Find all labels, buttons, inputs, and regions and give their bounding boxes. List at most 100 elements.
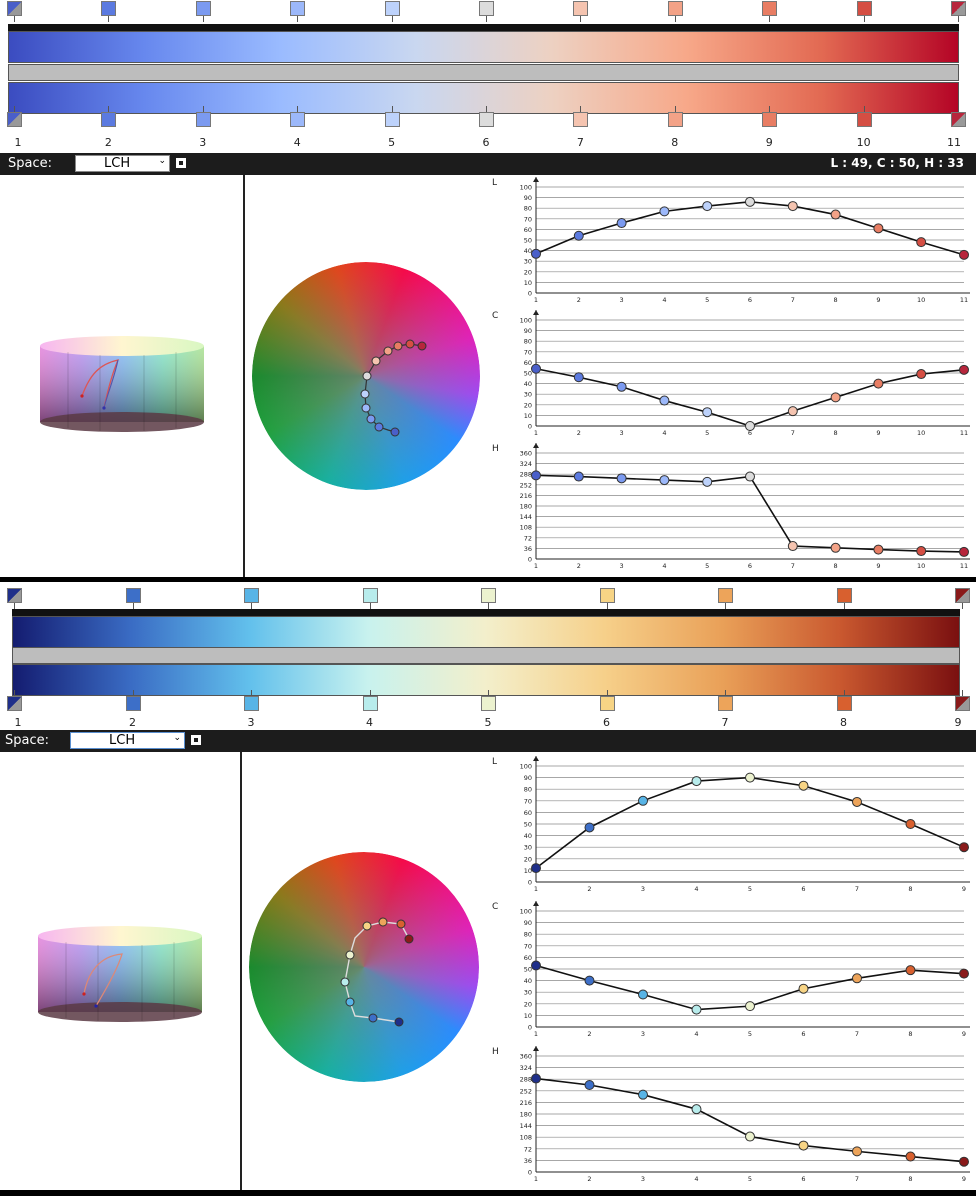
color-stop-6[interactable]	[479, 112, 494, 127]
wheel-stop-point[interactable]	[362, 921, 372, 931]
wheel-stop-point[interactable]	[362, 371, 372, 381]
wheel-stop-point[interactable]	[396, 919, 406, 929]
color-space-select[interactable]: LCH ⌄	[70, 732, 185, 749]
color-stop-3[interactable]	[195, 112, 211, 127]
wheel-stop-point[interactable]	[417, 341, 427, 351]
hue-chroma-wheel[interactable]	[249, 852, 479, 1082]
data-point[interactable]	[959, 842, 969, 853]
data-point[interactable]	[787, 406, 798, 417]
wheel-stop-point[interactable]	[390, 427, 400, 437]
data-point[interactable]	[787, 541, 798, 552]
data-point[interactable]	[916, 237, 927, 248]
wheel-stop-point[interactable]	[371, 356, 381, 366]
data-point[interactable]	[905, 819, 916, 829]
data-point[interactable]	[905, 1151, 916, 1162]
data-point[interactable]	[638, 795, 648, 806]
data-point[interactable]	[959, 1156, 969, 1167]
options-toggle-icon[interactable]	[176, 158, 186, 168]
color-stop-10[interactable]	[856, 112, 872, 127]
color-stop-2[interactable]	[125, 696, 141, 711]
data-point[interactable]	[959, 364, 969, 375]
color-stop-3[interactable]	[244, 696, 259, 711]
color-stop-7[interactable]	[573, 1, 589, 16]
color-stop-5[interactable]	[481, 696, 496, 711]
data-point[interactable]	[787, 201, 798, 212]
wheel-stop-point[interactable]	[340, 977, 350, 987]
data-point[interactable]	[798, 780, 809, 791]
color-stop-8[interactable]	[667, 112, 683, 127]
wheel-stop-point[interactable]	[383, 346, 393, 356]
data-point[interactable]	[691, 1004, 702, 1015]
data-point[interactable]	[852, 973, 862, 984]
color-stop-1[interactable]	[7, 1, 22, 16]
wheel-stop-point[interactable]	[378, 917, 388, 927]
color-stop-1[interactable]	[7, 112, 22, 127]
data-point[interactable]	[659, 206, 670, 217]
color-stop-1[interactable]	[7, 588, 22, 603]
data-point[interactable]	[959, 249, 969, 260]
data-point[interactable]	[905, 965, 916, 976]
data-point[interactable]	[830, 209, 841, 220]
options-toggle-icon[interactable]	[191, 735, 201, 745]
data-point[interactable]	[573, 372, 584, 383]
data-point[interactable]	[616, 218, 627, 229]
wheel-stop-point[interactable]	[366, 414, 376, 424]
color-cylinder-3d[interactable]	[36, 914, 206, 1044]
color-stop-3[interactable]	[244, 588, 259, 603]
data-point[interactable]	[959, 546, 969, 557]
wheel-stop-point[interactable]	[360, 389, 370, 399]
data-point[interactable]	[691, 776, 702, 787]
data-point[interactable]	[531, 248, 541, 259]
color-stop-11[interactable]	[951, 112, 966, 127]
color-stop-2[interactable]	[101, 1, 117, 16]
data-point[interactable]	[531, 363, 541, 374]
color-stop-7[interactable]	[573, 112, 589, 127]
data-point[interactable]	[873, 544, 884, 555]
data-point[interactable]	[852, 796, 862, 807]
data-point[interactable]	[745, 1131, 755, 1142]
color-stop-4[interactable]	[290, 1, 306, 16]
wheel-stop-point[interactable]	[361, 403, 371, 413]
color-stop-10[interactable]	[856, 1, 872, 16]
color-stop-1[interactable]	[7, 696, 22, 711]
color-stop-6[interactable]	[599, 696, 615, 711]
data-point[interactable]	[873, 378, 884, 389]
data-point[interactable]	[745, 471, 755, 482]
color-stop-8[interactable]	[667, 1, 683, 16]
color-stop-2[interactable]	[101, 112, 117, 127]
data-point[interactable]	[798, 1140, 809, 1151]
data-point[interactable]	[573, 230, 584, 241]
color-stop-8[interactable]	[836, 696, 852, 711]
data-point[interactable]	[584, 822, 595, 833]
color-stop-9[interactable]	[955, 696, 970, 711]
data-point[interactable]	[702, 407, 713, 418]
data-point[interactable]	[531, 863, 541, 874]
data-point[interactable]	[691, 1104, 702, 1115]
data-point[interactable]	[830, 542, 841, 553]
wheel-stop-point[interactable]	[368, 1013, 378, 1023]
color-space-select[interactable]: LCH ⌄	[75, 155, 170, 172]
data-point[interactable]	[702, 476, 713, 487]
data-point[interactable]	[616, 473, 627, 484]
color-stop-9[interactable]	[762, 1, 778, 16]
data-point[interactable]	[916, 546, 927, 557]
color-stop-6[interactable]	[599, 588, 615, 603]
data-point[interactable]	[659, 475, 670, 486]
data-point[interactable]	[830, 392, 841, 403]
data-point[interactable]	[745, 772, 755, 783]
data-point[interactable]	[852, 1146, 862, 1157]
color-stop-4[interactable]	[362, 696, 378, 711]
color-stop-5[interactable]	[481, 588, 496, 603]
wheel-stop-point[interactable]	[345, 997, 355, 1007]
color-stop-5[interactable]	[384, 1, 400, 16]
data-point[interactable]	[745, 196, 755, 207]
data-point[interactable]	[638, 989, 648, 1000]
wheel-stop-point[interactable]	[405, 339, 415, 349]
wheel-stop-point[interactable]	[393, 341, 403, 351]
data-point[interactable]	[531, 1073, 541, 1084]
color-stop-4[interactable]	[290, 112, 306, 127]
data-point[interactable]	[702, 201, 713, 212]
color-stop-3[interactable]	[195, 1, 211, 16]
data-point[interactable]	[745, 421, 755, 431]
color-stop-5[interactable]	[384, 112, 400, 127]
